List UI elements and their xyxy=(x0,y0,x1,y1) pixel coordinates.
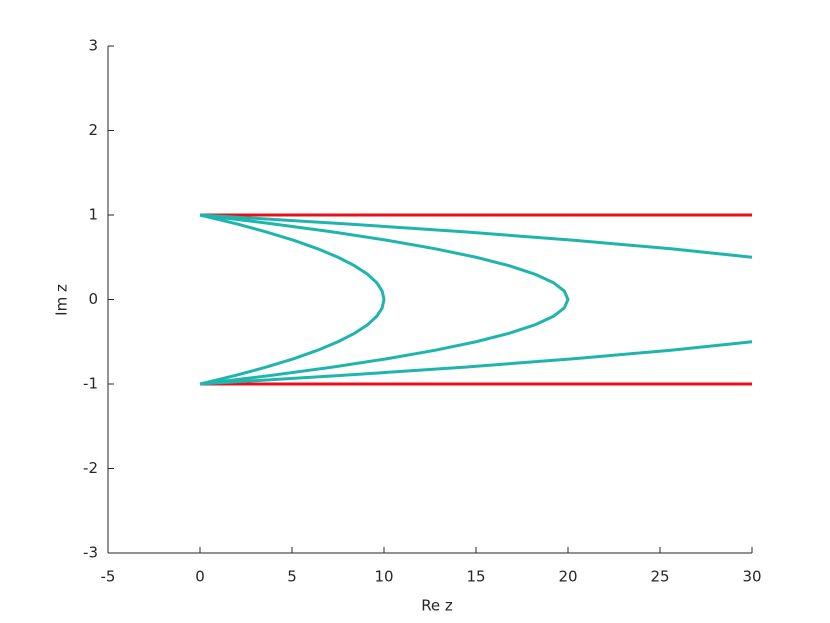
x-tick-label: 20 xyxy=(558,568,577,586)
y-tick-label: 1 xyxy=(88,206,98,224)
x-axis-label: Re z xyxy=(421,597,453,615)
x-tick-label: 0 xyxy=(195,568,205,586)
x-tick-label: 5 xyxy=(287,568,297,586)
y-tick-label: 3 xyxy=(88,37,98,55)
x-tick-label: 25 xyxy=(650,568,669,586)
y-tick-label: -1 xyxy=(83,375,98,393)
y-tick-label: -2 xyxy=(83,459,98,477)
curve xyxy=(199,213,570,386)
curve xyxy=(199,213,386,386)
y-tick-label: 0 xyxy=(88,290,98,308)
x-tick-label: 15 xyxy=(466,568,485,586)
x-tick-label: 30 xyxy=(742,568,761,586)
curve xyxy=(199,213,753,386)
y-axis-label: Im z xyxy=(53,284,71,316)
x-tick-label: 10 xyxy=(374,568,393,586)
y-tick-label: -3 xyxy=(83,544,98,562)
x-tick-label: -5 xyxy=(101,568,116,586)
y-tick-label: 2 xyxy=(88,121,98,139)
